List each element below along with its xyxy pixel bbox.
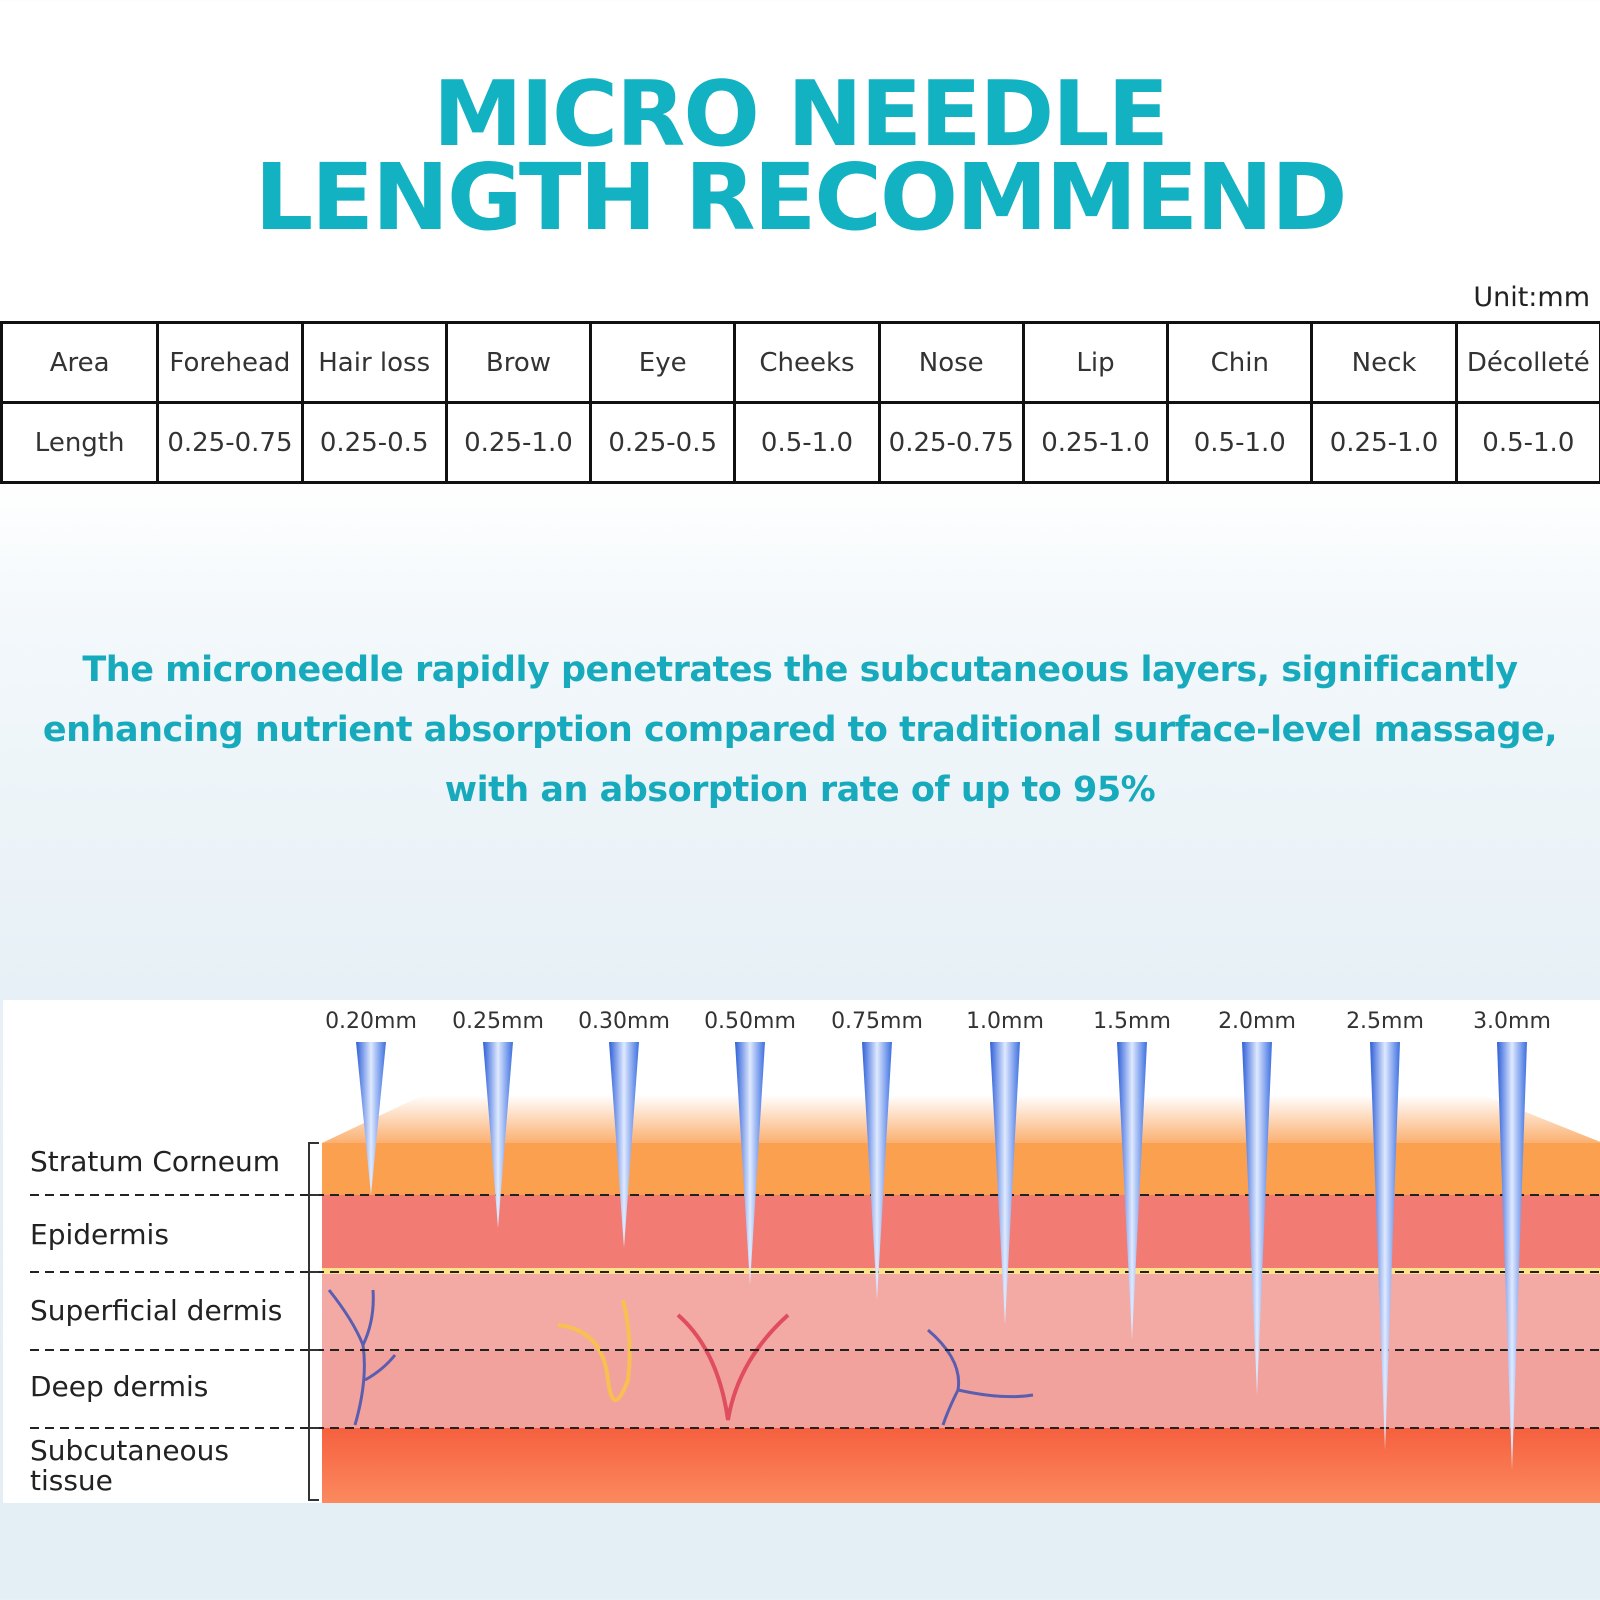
deep-dermis-layer — [322, 1350, 1600, 1428]
needle-icon — [1242, 1042, 1272, 1395]
table-header-cell: Brow — [444, 321, 593, 404]
table-cell: 0.25-0.5 — [589, 401, 737, 484]
stratum-corneum-layer — [322, 1143, 1600, 1195]
needle-length-label: 0.25mm — [452, 1009, 544, 1034]
nerve — [557, 1299, 632, 1402]
table-cell: 0.5-1.0 — [733, 401, 881, 484]
layer-label-deep-dermis: Deep dermis — [30, 1370, 209, 1403]
table-cell: 0.25-1.0 — [1310, 401, 1458, 484]
table-header-cell: Hair loss — [300, 321, 448, 404]
table-header-cell: Nose — [877, 321, 1025, 404]
unit-label: Unit:mm — [1473, 282, 1590, 313]
needle-icon — [1117, 1042, 1147, 1340]
skin-diagram: 0.20mm 0.25mm 0.30mm 0.50mm 0.75mm 1.0mm 1.5mm… — [3, 1000, 1600, 1503]
layer-label-subcutaneous: Subcutaneous tissue — [30, 1434, 230, 1497]
layer-label-superficial-dermis: Superficial dermis — [30, 1294, 283, 1327]
table-cell: 0.25-1.0 — [1021, 401, 1170, 484]
table-cell: 0.25-1.0 — [444, 401, 593, 484]
table-header-cell: Cheeks — [733, 321, 881, 404]
table-header-cell: Lip — [1021, 321, 1170, 404]
table-cell: 0.25-0.75 — [156, 401, 304, 484]
table-header-cell: Eye — [589, 321, 737, 404]
needle-icon — [735, 1042, 765, 1285]
needle-length-table: Area Forehead Hair loss Brow Eye Cheeks Nose Li… — [0, 321, 1600, 484]
layer-label-epidermis: Epidermis — [30, 1218, 169, 1251]
table-cell: 0.5-1.0 — [1166, 401, 1314, 484]
needle-length-label: 0.20mm — [325, 1009, 417, 1034]
layer-brackets — [308, 1142, 319, 1501]
table-cell: 0.5-1.0 — [1454, 401, 1600, 484]
superficial-dermis-layer — [322, 1274, 1600, 1350]
needle-icon — [990, 1042, 1020, 1325]
table-header-cell: Forehead — [156, 321, 304, 404]
needle-icon — [1497, 1042, 1527, 1470]
needle-length-label: 2.5mm — [1346, 1009, 1424, 1034]
needle-icon — [356, 1042, 386, 1195]
needle-length-label: 1.0mm — [966, 1009, 1044, 1034]
title-line-1: MICRO NEEDLE — [432, 62, 1169, 167]
needle-length-label: 1.5mm — [1093, 1009, 1171, 1034]
layer-label-stratum-corneum: Stratum Corneum — [30, 1145, 281, 1178]
table-header-cell: Décolleté — [1454, 321, 1600, 404]
vein — [327, 1289, 397, 1426]
description-text: The microneedle rapidly penetrates the s… — [42, 650, 1558, 810]
artery — [676, 1313, 790, 1421]
needle-length-label: 0.75mm — [831, 1009, 923, 1034]
needle-icon — [483, 1042, 513, 1228]
table-header-cell: Neck — [1310, 321, 1458, 404]
table-header-row: Area Forehead Hair loss Brow Eye Cheeks Nose Li… — [0, 321, 1600, 404]
needle-length-label: 0.30mm — [578, 1009, 670, 1034]
table-cell: 0.25-0.5 — [300, 401, 448, 484]
skin-top-surface — [322, 1095, 1600, 1143]
title-line-2: LENGTH RECOMMEND — [254, 144, 1348, 251]
needle-length-label: 0.50mm — [704, 1009, 796, 1034]
table-row: Length 0.25-0.75 0.25-0.5 0.25-1.0 0.25-0.5 0… — [0, 401, 1600, 484]
needle-icon — [609, 1042, 639, 1248]
table-header-cell: Chin — [1166, 321, 1314, 404]
epidermis-layer — [322, 1195, 1600, 1272]
table-cell: Length — [0, 401, 160, 484]
needle-icon — [1370, 1042, 1400, 1450]
needle-length-label: 3.0mm — [1473, 1009, 1551, 1034]
needle-length-label: 2.0mm — [1218, 1009, 1296, 1034]
table-header-cell: Area — [0, 321, 160, 404]
needle-icon — [862, 1042, 892, 1300]
skin-cross-section: 0.20mm 0.25mm 0.30mm 0.50mm 0.75mm 1.0mm 1.5mm… — [30, 1009, 1600, 1503]
vein — [927, 1328, 1034, 1426]
table-cell: 0.25-0.75 — [877, 401, 1025, 484]
subcutaneous-layer — [322, 1428, 1600, 1503]
